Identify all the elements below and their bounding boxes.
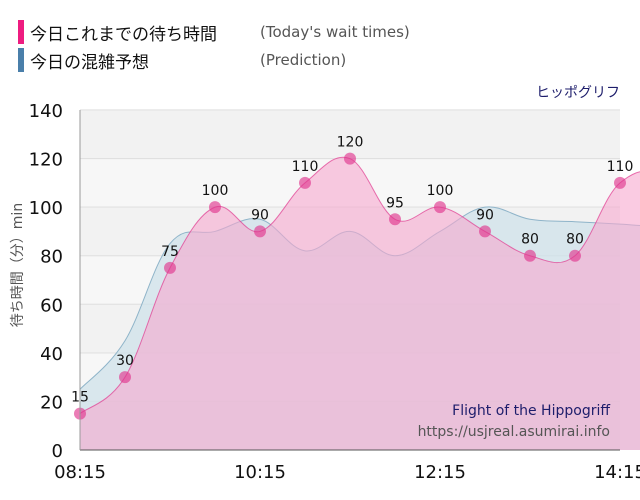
y-tick-label: 140 <box>29 101 63 122</box>
y-tick-label: 120 <box>29 150 63 171</box>
data-point <box>524 249 536 262</box>
data-label: 30 <box>116 353 134 369</box>
x-tick-label: 10:15 <box>234 462 286 483</box>
y-tick-label: 40 <box>40 344 63 365</box>
legend-today-swatch <box>18 20 24 44</box>
data-label: 80 <box>566 232 584 248</box>
legend-today: 今日これまでの待ち時間 (Today's wait times) <box>18 18 410 46</box>
data-label: 95 <box>386 195 404 211</box>
x-tick-label: 08:15 <box>54 462 106 483</box>
data-label: 75 <box>161 244 179 260</box>
y-tick-labels: 0 20 40 60 80 100 120 140 <box>29 101 63 462</box>
data-point <box>254 225 266 238</box>
data-label: 100 <box>202 183 229 199</box>
data-point <box>299 176 311 189</box>
watermark-title: Flight of the Hippogriff <box>452 403 610 419</box>
data-label: 120 <box>337 135 364 151</box>
y-tick-label: 20 <box>40 392 63 413</box>
data-labels: 1530751009011012095100908080110110701001… <box>71 135 634 406</box>
data-point <box>389 213 401 226</box>
grid-band <box>80 110 620 159</box>
y-tick-label: 100 <box>29 198 63 219</box>
data-point <box>614 176 626 189</box>
data-point <box>209 201 221 214</box>
data-label: 90 <box>251 207 269 223</box>
legend-prediction: 今日の混雑予想 (Prediction) <box>18 46 346 74</box>
data-point <box>434 201 446 214</box>
data-point <box>119 371 131 384</box>
y-tick-label: 60 <box>40 295 63 316</box>
legend-today-label: 今日これまでの待ち時間 <box>30 24 217 45</box>
x-tick-label: 12:15 <box>414 462 466 483</box>
data-point <box>164 261 176 274</box>
legend-prediction-swatch <box>18 48 24 72</box>
actual-area <box>80 157 640 450</box>
data-label: 110 <box>607 159 634 175</box>
data-point <box>569 249 581 262</box>
y-tick-label: 0 <box>52 441 63 462</box>
y-axis-title: 待ち時間（分）min <box>10 203 26 327</box>
data-label: 110 <box>292 159 319 175</box>
data-point <box>479 225 491 238</box>
data-label: 100 <box>427 183 454 199</box>
x-tick-label: 14:15 <box>594 462 640 483</box>
y-tick-label: 80 <box>40 247 63 268</box>
attraction-name: ヒッポグリフ <box>536 85 620 101</box>
legend-prediction-sub: (Prediction) <box>260 51 347 69</box>
data-label: 90 <box>476 207 494 223</box>
actual-points <box>74 152 626 420</box>
data-point <box>344 152 356 165</box>
watermark-url: https://usjreal.asumirai.info <box>418 424 610 440</box>
data-label: 80 <box>521 232 539 248</box>
legend-today-sub: (Today's wait times) <box>260 23 410 41</box>
legend-prediction-label: 今日の混雑予想 <box>30 52 149 73</box>
